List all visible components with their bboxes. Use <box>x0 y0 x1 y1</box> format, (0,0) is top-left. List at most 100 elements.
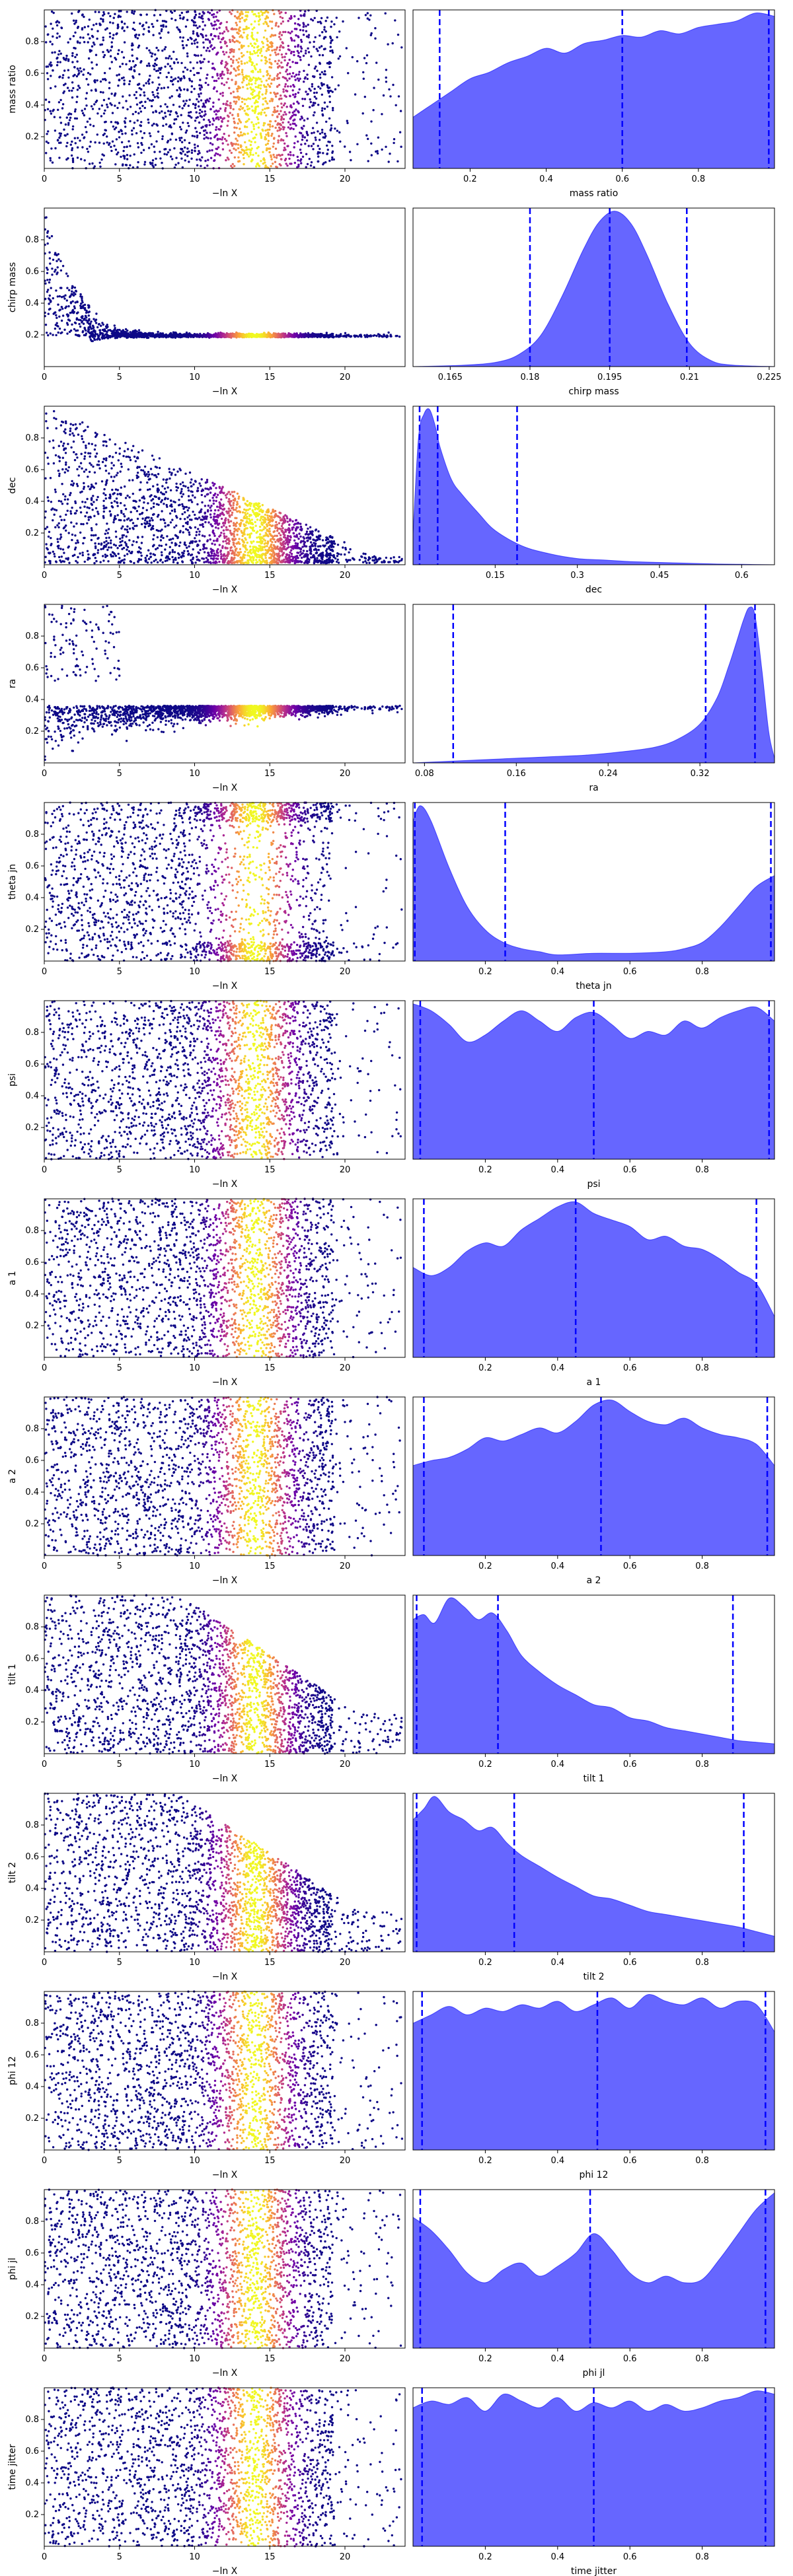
scatter-point <box>279 71 282 75</box>
scatter-point <box>132 127 135 129</box>
scatter-point <box>131 133 133 136</box>
scatter-point <box>304 143 307 145</box>
scatter-point <box>350 159 352 162</box>
scatter-point <box>46 65 50 68</box>
scatter-point <box>93 561 96 565</box>
scatter-point <box>89 322 92 325</box>
scatter-point <box>277 66 280 69</box>
scatter-point <box>231 114 234 116</box>
scatter-point <box>106 27 108 30</box>
scatter-point <box>156 124 159 127</box>
scatter-point <box>157 76 160 79</box>
scatter-point <box>285 131 287 135</box>
scatter-point <box>215 28 218 30</box>
scatter-point <box>64 83 67 85</box>
scatter-point <box>314 136 317 139</box>
scatter-point <box>274 147 278 150</box>
scatter-point <box>79 36 82 39</box>
scatter-point <box>54 129 57 132</box>
scatter-point <box>94 444 97 447</box>
scatter-point <box>231 61 235 64</box>
scatter-point <box>76 468 79 471</box>
scatter-point <box>296 166 299 168</box>
scatter-point <box>198 131 202 135</box>
scatter-point <box>207 159 209 161</box>
scatter-point <box>90 464 93 466</box>
scatter-point <box>306 73 309 76</box>
scatter-point <box>66 323 69 326</box>
scatter-point <box>75 100 78 104</box>
scatter-point <box>319 20 322 23</box>
scatter-point <box>193 73 196 77</box>
scatter-point <box>94 482 97 485</box>
scatter-point <box>276 105 279 108</box>
scatter-point <box>154 53 157 56</box>
scatter-point <box>283 149 285 152</box>
scatter-point <box>126 11 128 13</box>
scatter-point <box>178 137 181 139</box>
scatter-point <box>85 78 88 81</box>
scatter-point <box>89 141 92 143</box>
scatter-point <box>128 59 131 63</box>
scatter-point <box>322 48 326 51</box>
scatter-point <box>251 28 254 30</box>
scatter-point <box>190 151 194 154</box>
scatter-point <box>140 151 143 154</box>
scatter-point <box>155 110 157 113</box>
scatter-point <box>384 12 387 15</box>
scatter-point <box>71 61 74 63</box>
scatter-point <box>87 71 90 75</box>
scatter-point <box>293 50 295 54</box>
scatter-point <box>255 63 258 66</box>
scatter-point <box>67 466 71 469</box>
scatter-point <box>213 79 216 83</box>
kde-x-axis-label: mass ratio <box>570 188 619 199</box>
scatter-point <box>83 41 86 44</box>
scatter-point <box>372 109 375 112</box>
scatter-point <box>255 123 258 125</box>
scatter-point <box>112 37 114 40</box>
scatter-point <box>152 111 155 114</box>
scatter-point <box>69 493 71 497</box>
scatter-point <box>257 12 260 15</box>
scatter-point <box>141 104 144 108</box>
scatter-y-axis-label: chirp mass <box>7 262 18 312</box>
scatter-point <box>140 121 143 124</box>
scatter-point <box>196 130 198 133</box>
scatter-point <box>87 57 91 60</box>
scatter-x-axis-label: −ln X <box>212 386 238 397</box>
scatter-point <box>348 151 352 153</box>
scatter-point <box>93 24 95 26</box>
scatter-point <box>282 114 285 116</box>
scatter-point <box>49 40 52 43</box>
scatter-point <box>291 30 293 33</box>
scatter-point <box>301 138 304 141</box>
scatter-point <box>69 510 72 513</box>
scatter-point <box>93 79 96 82</box>
scatter-point <box>398 336 401 338</box>
scatter-point <box>246 37 248 40</box>
scatter-point <box>278 12 281 15</box>
scatter-point <box>267 135 270 137</box>
scatter-point <box>167 31 170 34</box>
scatter-point <box>391 42 394 45</box>
scatter-point <box>56 20 59 22</box>
scatter-point <box>50 61 52 64</box>
scatter-point <box>50 287 52 289</box>
scatter-point <box>252 110 254 112</box>
scatter-point <box>67 314 70 316</box>
scatter-point <box>47 289 50 291</box>
scatter-point <box>257 126 260 129</box>
scatter-point <box>92 326 95 329</box>
scatter-point <box>226 100 229 103</box>
scatter-point <box>53 553 56 555</box>
scatter-point <box>59 141 62 144</box>
scatter-point <box>169 124 172 127</box>
scatter-point <box>226 71 229 75</box>
scatter-point <box>81 112 85 115</box>
scatter-point <box>178 95 181 98</box>
scatter-point <box>261 108 264 111</box>
scatter-point <box>126 329 129 332</box>
scatter-point <box>202 61 204 63</box>
